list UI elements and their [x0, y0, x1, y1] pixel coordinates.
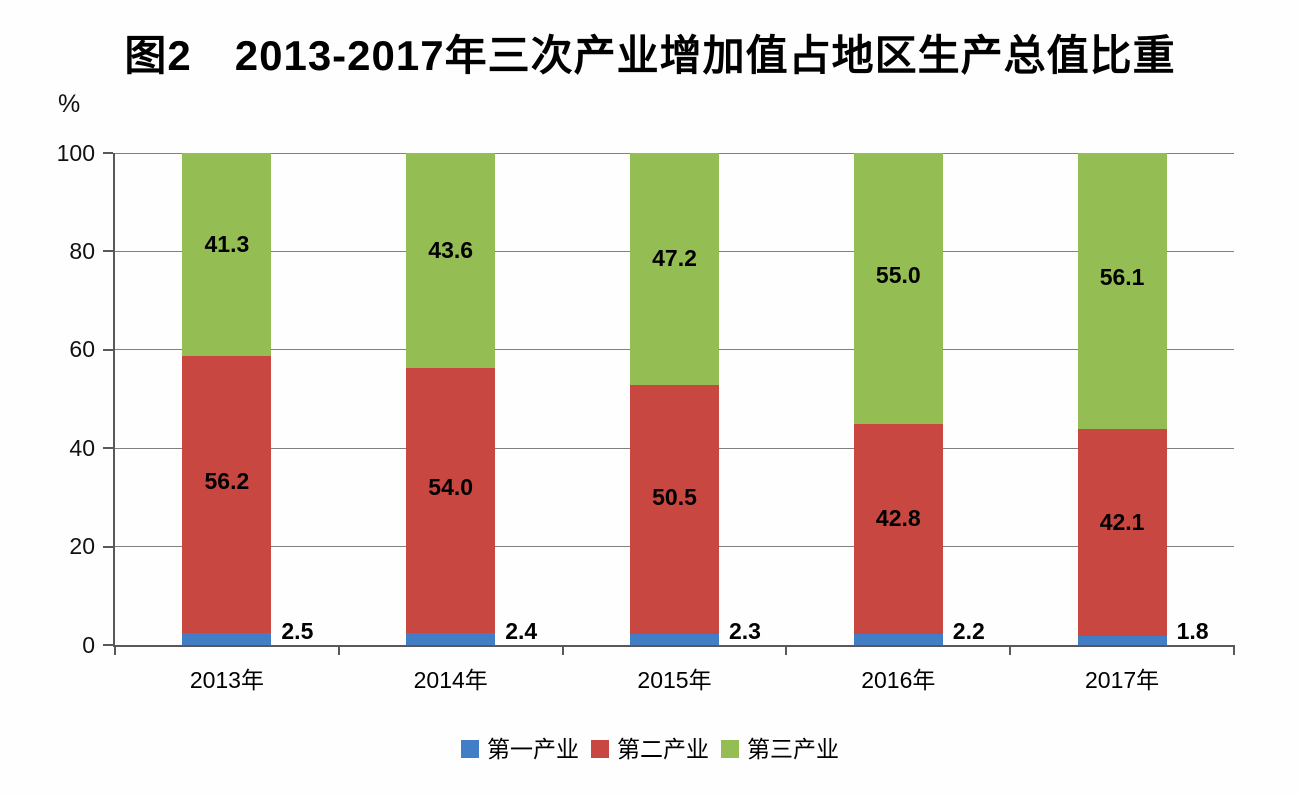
legend-label: 第二产业 — [617, 736, 709, 762]
bar-value-label: 42.1 — [1099, 509, 1145, 536]
y-tick-label: 0 — [82, 631, 95, 658]
bar-segment-s2 — [1077, 429, 1167, 637]
y-tick-mark — [103, 644, 113, 646]
bar-segment-s1 — [630, 633, 719, 645]
bar-segment-s3 — [1077, 153, 1167, 429]
y-tick-mark — [103, 348, 113, 351]
legend-label: 第三产业 — [747, 736, 839, 762]
bar-value-label: 54.0 — [428, 474, 474, 501]
legend-label: 第一产业 — [487, 736, 579, 762]
bar-value-label: 42.8 — [875, 505, 921, 532]
y-tick-label: 20 — [69, 533, 95, 560]
bar-segment-s2 — [853, 423, 943, 635]
y-tick-label: 80 — [69, 237, 95, 264]
y-tick-label: 100 — [56, 139, 95, 166]
y-tick-mark — [103, 447, 113, 450]
y-tick-mark — [103, 250, 113, 253]
bar-value-label: 2.2 — [952, 618, 985, 644]
chart-title: 图2 2013-2017年三次产业增加值占地区生产总值比重 — [124, 32, 1176, 79]
bar-segment-s3 — [630, 153, 719, 386]
bar-segment-s3 — [853, 153, 943, 424]
bar-value-label: 43.6 — [428, 236, 474, 263]
y-tick-label: 60 — [69, 336, 95, 363]
legend-item-tertiary-industry: 第三产业 — [721, 737, 839, 761]
x-axis-label: 2013年 — [189, 667, 264, 693]
legend-swatch-icon — [461, 740, 479, 758]
y-tick-mark — [103, 152, 113, 154]
legend-swatch-icon — [721, 740, 739, 758]
bar-value-label: 50.5 — [652, 484, 697, 511]
x-axis-label: 2015年 — [637, 667, 712, 693]
bar-value-label: 2.3 — [729, 618, 761, 644]
x-tick-mark — [561, 645, 564, 655]
bar-segment-s3 — [406, 153, 496, 368]
x-tick-mark — [337, 645, 340, 655]
bar-value-label: 47.2 — [652, 244, 697, 271]
bar-value-label: 56.2 — [204, 467, 250, 494]
bar-segment-s2 — [406, 367, 496, 634]
x-tick-mark — [785, 645, 788, 655]
legend: 第一产业 第二产业 第三产业 — [0, 737, 1300, 761]
bar-segment-s1 — [182, 632, 272, 645]
bar-segment-s2 — [630, 385, 719, 634]
y-tick-mark — [103, 545, 113, 548]
y-tick-label: 40 — [69, 434, 95, 461]
bar-value-label: 55.0 — [875, 261, 921, 288]
bar-segment-s3 — [182, 153, 272, 357]
x-axis-label: 2016年 — [861, 667, 936, 693]
x-axis-label: 2017年 — [1085, 667, 1160, 693]
y-axis-unit-label: % — [58, 90, 81, 118]
bar-segment-s1 — [1077, 636, 1167, 645]
x-tick-mark — [1009, 645, 1012, 655]
bar-value-label: 56.1 — [1099, 264, 1145, 291]
bar-value-label: 41.3 — [204, 231, 250, 258]
x-axis-label: 2014年 — [413, 667, 488, 693]
bar-value-label: 2.4 — [505, 618, 538, 644]
bar-value-label: 1.8 — [1176, 618, 1209, 644]
plot-area: 0 20 40 60 80 100 2.5 56.2 41.3 2013年 2.4 54.0 43.6 2… — [57, 140, 1235, 693]
legend-item-secondary-industry: 第二产业 — [591, 737, 709, 761]
x-tick-mark — [114, 645, 116, 655]
x-tick-mark — [1233, 645, 1235, 655]
legend-swatch-icon — [591, 740, 609, 758]
bar-value-label: 2.5 — [281, 618, 314, 644]
bar-segment-s1 — [406, 633, 496, 645]
bar-segment-s2 — [182, 356, 272, 633]
bar-segment-s1 — [853, 634, 943, 645]
legend-item-primary-industry: 第一产业 — [461, 737, 579, 761]
